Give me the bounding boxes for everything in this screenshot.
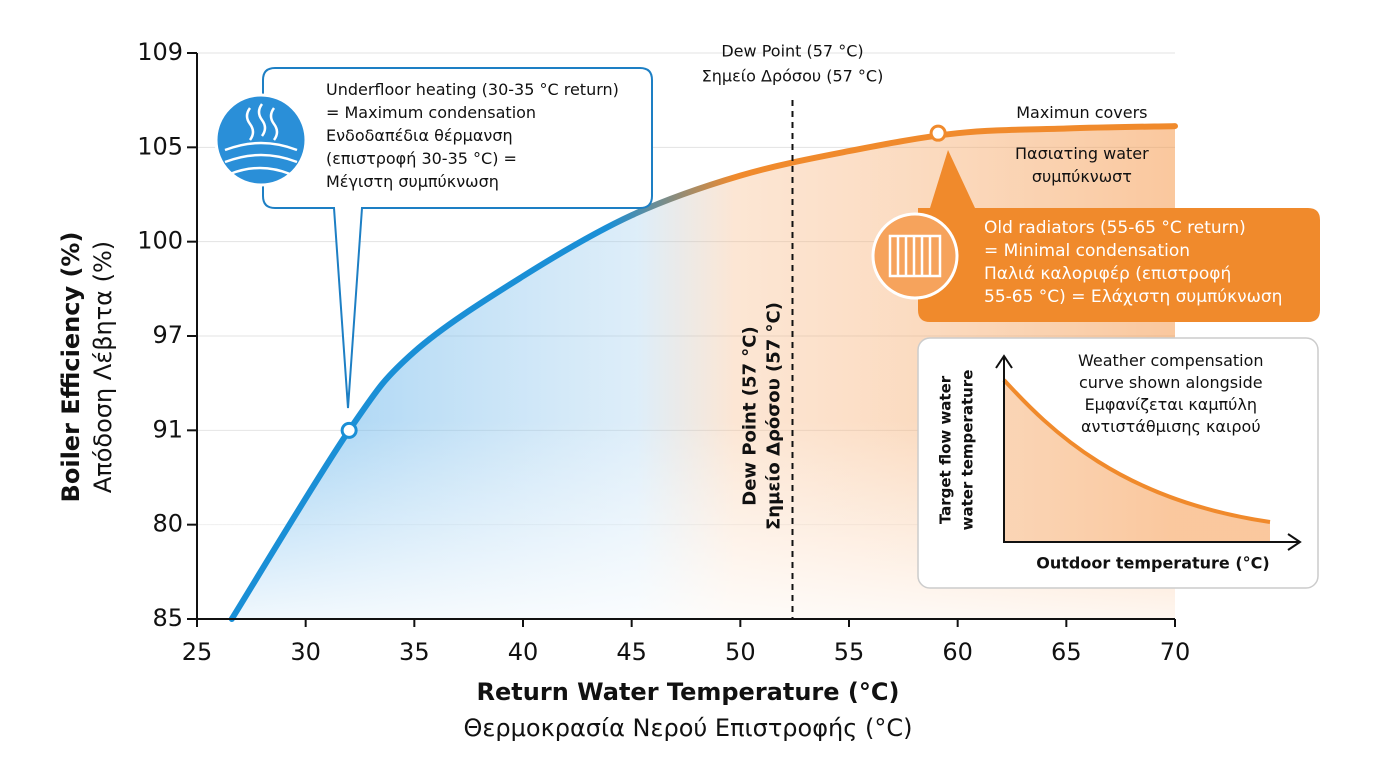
text-line: 55-65 °C) = Ελάχιστη συμπύκνωση bbox=[984, 287, 1283, 307]
text-line: Πασιατing water bbox=[1015, 144, 1149, 163]
text-line: Maximun covers bbox=[1016, 103, 1148, 122]
inset-title: Weather compensation curve shown alongsid… bbox=[1078, 350, 1264, 438]
y-axis-label: Boiler Efficiency (%) bbox=[57, 232, 85, 503]
radiators-text: Old radiators (55-65 °C return) = Minimal… bbox=[984, 217, 1282, 309]
dew-point-label: Dew Point (57 °C) bbox=[721, 42, 863, 61]
x-axis-label: Θερμοκρασία Νερού Επιστροφής (°C) bbox=[464, 714, 913, 742]
marker bbox=[340, 421, 358, 439]
x-tick-label: 60 bbox=[942, 638, 973, 666]
x-tick-label: 35 bbox=[399, 638, 430, 666]
area-fade bbox=[197, 420, 1175, 619]
text-line: Παλιά καλοριφέρ (επιστροφή bbox=[984, 264, 1232, 284]
dew-point-label-rotated: Dew Point (57 °C) bbox=[739, 326, 760, 505]
y-tick-label: 91 bbox=[152, 415, 183, 443]
x-axis-label: Return Water Temperature (°C) bbox=[477, 678, 900, 706]
x-tick-label: 55 bbox=[834, 638, 865, 666]
text-line: Εμφανίζεται καμπύλη bbox=[1084, 395, 1257, 414]
text-line: curve shown alongside bbox=[1078, 373, 1263, 392]
x-tick-label: 45 bbox=[616, 638, 647, 666]
y-tick-label: 85 bbox=[152, 604, 183, 632]
dew-point-label: Σημείο Δρόσου (57 °C) bbox=[702, 67, 884, 86]
underfloor-text: Underfloor heating (30-35 °C return) = Ma… bbox=[326, 78, 619, 193]
text-line: αντιστάθμισης καιρού bbox=[1080, 417, 1261, 436]
x-tick-label: 30 bbox=[290, 638, 321, 666]
text-line: Old radiators (55-65 °C return) bbox=[984, 218, 1246, 238]
x-tick-label: 70 bbox=[1160, 638, 1191, 666]
y-tick-label: 80 bbox=[152, 510, 183, 538]
text-line: (επιστροφή 30-35 °C) = bbox=[326, 149, 517, 168]
text-line: συμπύκνωστ bbox=[1031, 167, 1132, 186]
marker bbox=[929, 124, 947, 142]
text-line: = Maximum condensation bbox=[326, 103, 537, 122]
y-tick-label: 100 bbox=[137, 227, 183, 255]
x-tick-label: 25 bbox=[182, 638, 213, 666]
text-line: Underfloor heating (30-35 °C return) bbox=[326, 80, 619, 99]
maximum-text: Maximun covers Πασιατing water συμπύκνωστ bbox=[1015, 101, 1149, 188]
text-line: = Minimal condensation bbox=[984, 241, 1191, 261]
text-line: Weather compensation bbox=[1078, 351, 1264, 370]
text-line: Μέγιστη συμπύκνωση bbox=[326, 172, 499, 191]
y-tick-label: 109 bbox=[137, 38, 183, 66]
x-tick-label: 40 bbox=[508, 638, 539, 666]
x-tick-label: 50 bbox=[725, 638, 756, 666]
y-axis-label: Απόδοση Λέβητα (%) bbox=[89, 241, 117, 493]
x-tick-label: 65 bbox=[1051, 638, 1082, 666]
text-line: Ενδοδαπέδια θέρμανση bbox=[326, 126, 513, 145]
dew-point-label-rotated: Σημείο Δρόσου (57 °C) bbox=[763, 302, 784, 530]
y-tick-label: 97 bbox=[152, 321, 183, 349]
y-tick-label: 105 bbox=[137, 132, 183, 160]
